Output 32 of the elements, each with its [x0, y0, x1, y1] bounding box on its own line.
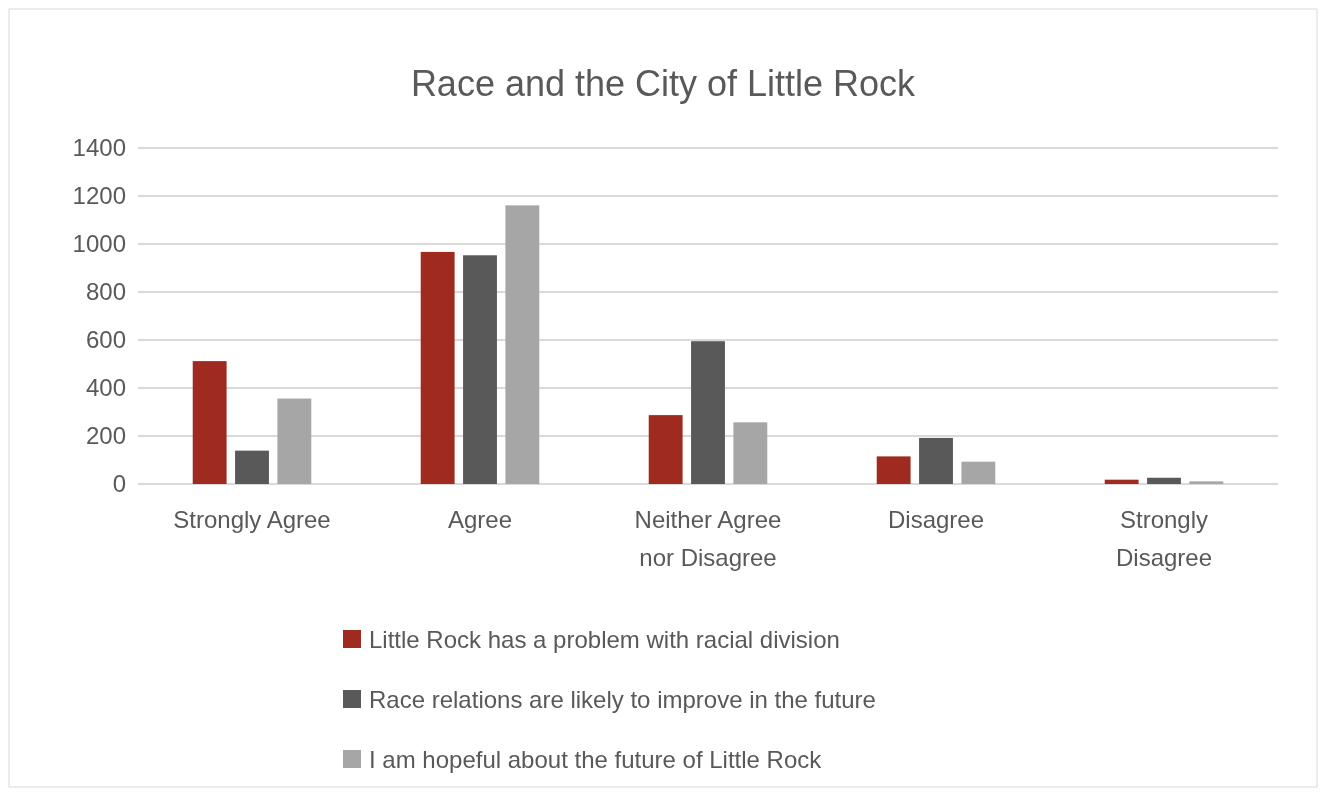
bar	[505, 205, 540, 484]
legend-label: I am hopeful about the future of Little Rock	[369, 746, 823, 774]
y-tick-label: 1000	[72, 230, 126, 258]
y-tick-label: 1200	[72, 182, 126, 210]
bar	[961, 461, 996, 484]
bar	[876, 456, 911, 484]
y-tick-label: 400	[85, 374, 126, 402]
bar	[733, 422, 768, 484]
bar	[463, 255, 497, 484]
x-tick-label: Strongly Disagree	[1115, 506, 1213, 571]
legend-label: Race relations are likely to improve in the future	[369, 686, 876, 714]
y-tick-label: 200	[85, 422, 126, 450]
bar	[1104, 479, 1139, 484]
bar	[192, 361, 227, 484]
legend-label: Little Rock has a problem with racial division	[369, 626, 840, 654]
chart-title: Race and the City of Little Rock	[410, 63, 917, 104]
y-tick-label: 800	[85, 278, 126, 306]
x-tick-label: Strongly Agree	[173, 506, 331, 533]
x-tick-label: Disagree	[887, 506, 985, 533]
x-tick-label: Agree	[447, 506, 513, 533]
bar	[235, 450, 269, 484]
y-tick-label: 1400	[72, 134, 126, 162]
y-tick-label: 600	[85, 326, 126, 354]
bar	[420, 251, 455, 484]
bar	[919, 437, 953, 484]
bar	[1189, 481, 1224, 484]
bar	[648, 415, 683, 484]
y-tick-label: 0	[112, 470, 126, 498]
x-tick-label: Neither Agree nor Disagree	[634, 506, 782, 571]
bar	[691, 341, 725, 484]
bar	[1147, 477, 1181, 484]
bar	[277, 398, 312, 484]
